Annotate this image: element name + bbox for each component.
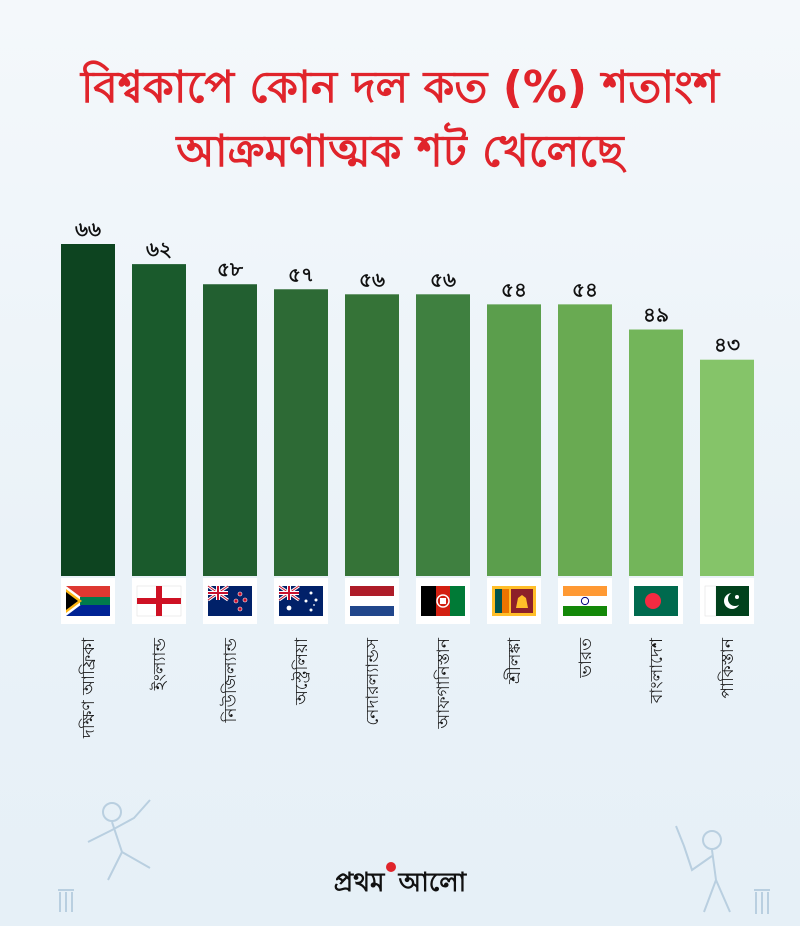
category-label-1: দক্ষিণ আফ্রিকা (78, 637, 99, 739)
bar-3 (203, 284, 257, 576)
bar-10 (700, 359, 754, 576)
afghanistan-flag-icon (421, 586, 465, 616)
data-label-1: ৬৬ (75, 217, 101, 241)
bar-2 (132, 264, 186, 576)
category-label-7: শ্রীলঙ্কা (504, 637, 525, 685)
data-label-9: ৪৯ (643, 303, 669, 327)
bowler-silhouette-icon (58, 799, 151, 912)
sri-lanka-flag-icon (492, 586, 536, 616)
bar-5 (345, 294, 399, 576)
chart-title-line-1: বিশ্বকাপে কোন দল কত (%) শতাংশ (80, 62, 720, 113)
australia-flag-icon (278, 584, 323, 616)
logo-part-1: প্রথম (333, 868, 385, 898)
bar-4 (274, 289, 328, 576)
data-label-7: ৫৪ (501, 277, 527, 301)
bar-7 (487, 304, 541, 576)
category-label-8: ভারত (576, 638, 596, 679)
chart-title-line-2: আক্রমণাত্মক শট খেলেছে (176, 126, 624, 177)
logo-part-2: আলো (398, 868, 467, 898)
category-label-10: পাকিস্তান (717, 637, 738, 698)
batsman-silhouette-icon (675, 825, 770, 914)
data-label-2: ৬২ (146, 237, 172, 261)
netherlands-flag-icon (350, 586, 394, 616)
bar-1 (61, 244, 115, 576)
category-label-4: অস্ট্রেলিয়া (291, 637, 312, 706)
data-label-8: ৫৪ (572, 277, 598, 301)
data-label-6: ৫৬ (430, 267, 456, 291)
data-label-10: ৪৩ (714, 333, 740, 357)
data-label-3: ৫৮ (217, 257, 244, 281)
india-flag-icon (563, 586, 607, 616)
bangladesh-flag-icon (634, 586, 678, 616)
bar-9 (629, 329, 683, 576)
bar-6 (416, 294, 470, 576)
south-africa-flag-icon (66, 586, 110, 616)
england-flag-icon (136, 585, 182, 617)
prothom-alo-logo: প্রথম আলো (0, 862, 800, 906)
logo-sun-icon (386, 862, 397, 872)
category-label-5: নেদারল্যান্ডস (363, 637, 383, 725)
category-label-9: বাংলাদেশ (647, 637, 667, 704)
data-label-5: ৫৬ (359, 267, 385, 291)
category-label-2: ইংল্যান্ড (150, 638, 170, 692)
bar-8 (558, 304, 612, 576)
data-label-4: ৫৭ (288, 262, 314, 286)
pakistan-flag-icon (704, 585, 749, 617)
category-label-6: আফগানিস্তান (433, 637, 454, 729)
category-label-3: নিউজিল্যান্ড (220, 638, 241, 724)
new-zealand-flag-icon (207, 584, 252, 616)
